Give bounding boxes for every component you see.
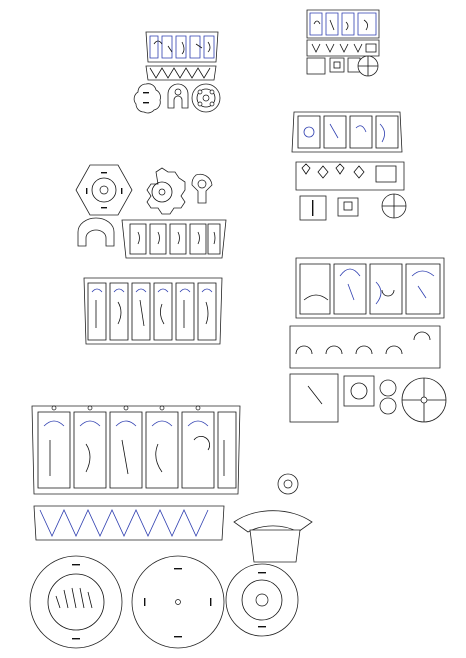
round-cap xyxy=(357,55,379,77)
zigzag-band xyxy=(145,65,217,81)
panel-strip xyxy=(83,277,223,345)
hook-connector xyxy=(233,473,313,563)
kit-right-middle xyxy=(291,111,407,221)
square-tabs xyxy=(306,57,361,75)
hook-connector xyxy=(77,217,115,247)
kit-small-top-center xyxy=(133,31,221,114)
hook-connector xyxy=(167,83,189,109)
kit-large-bottom-left xyxy=(29,405,313,649)
kit-top-right xyxy=(306,9,380,77)
square-tabs xyxy=(299,193,407,221)
flower-disc xyxy=(29,555,123,649)
round-cap xyxy=(401,377,447,423)
flower-disc xyxy=(131,555,225,649)
panel-strip xyxy=(145,31,219,63)
panel-strip xyxy=(31,405,241,495)
flower-disc xyxy=(133,83,161,114)
kit-right-lower xyxy=(289,257,447,423)
hook-connector xyxy=(191,173,213,204)
kit-middle-left xyxy=(75,164,227,259)
arch-row xyxy=(289,325,441,369)
square-plate xyxy=(289,373,397,423)
panel-strip xyxy=(295,257,445,319)
flower-disc xyxy=(191,83,221,113)
flower-disc xyxy=(225,563,299,637)
gear-ring xyxy=(146,167,186,215)
tab-row xyxy=(295,161,405,191)
panel-strip xyxy=(121,219,227,259)
tab-row xyxy=(306,39,380,57)
hex-ring xyxy=(75,164,133,216)
panel-strip xyxy=(306,9,380,39)
zigzag-band xyxy=(33,505,225,541)
kit-middle-left-lower xyxy=(83,277,223,345)
panel-strip xyxy=(291,111,403,153)
